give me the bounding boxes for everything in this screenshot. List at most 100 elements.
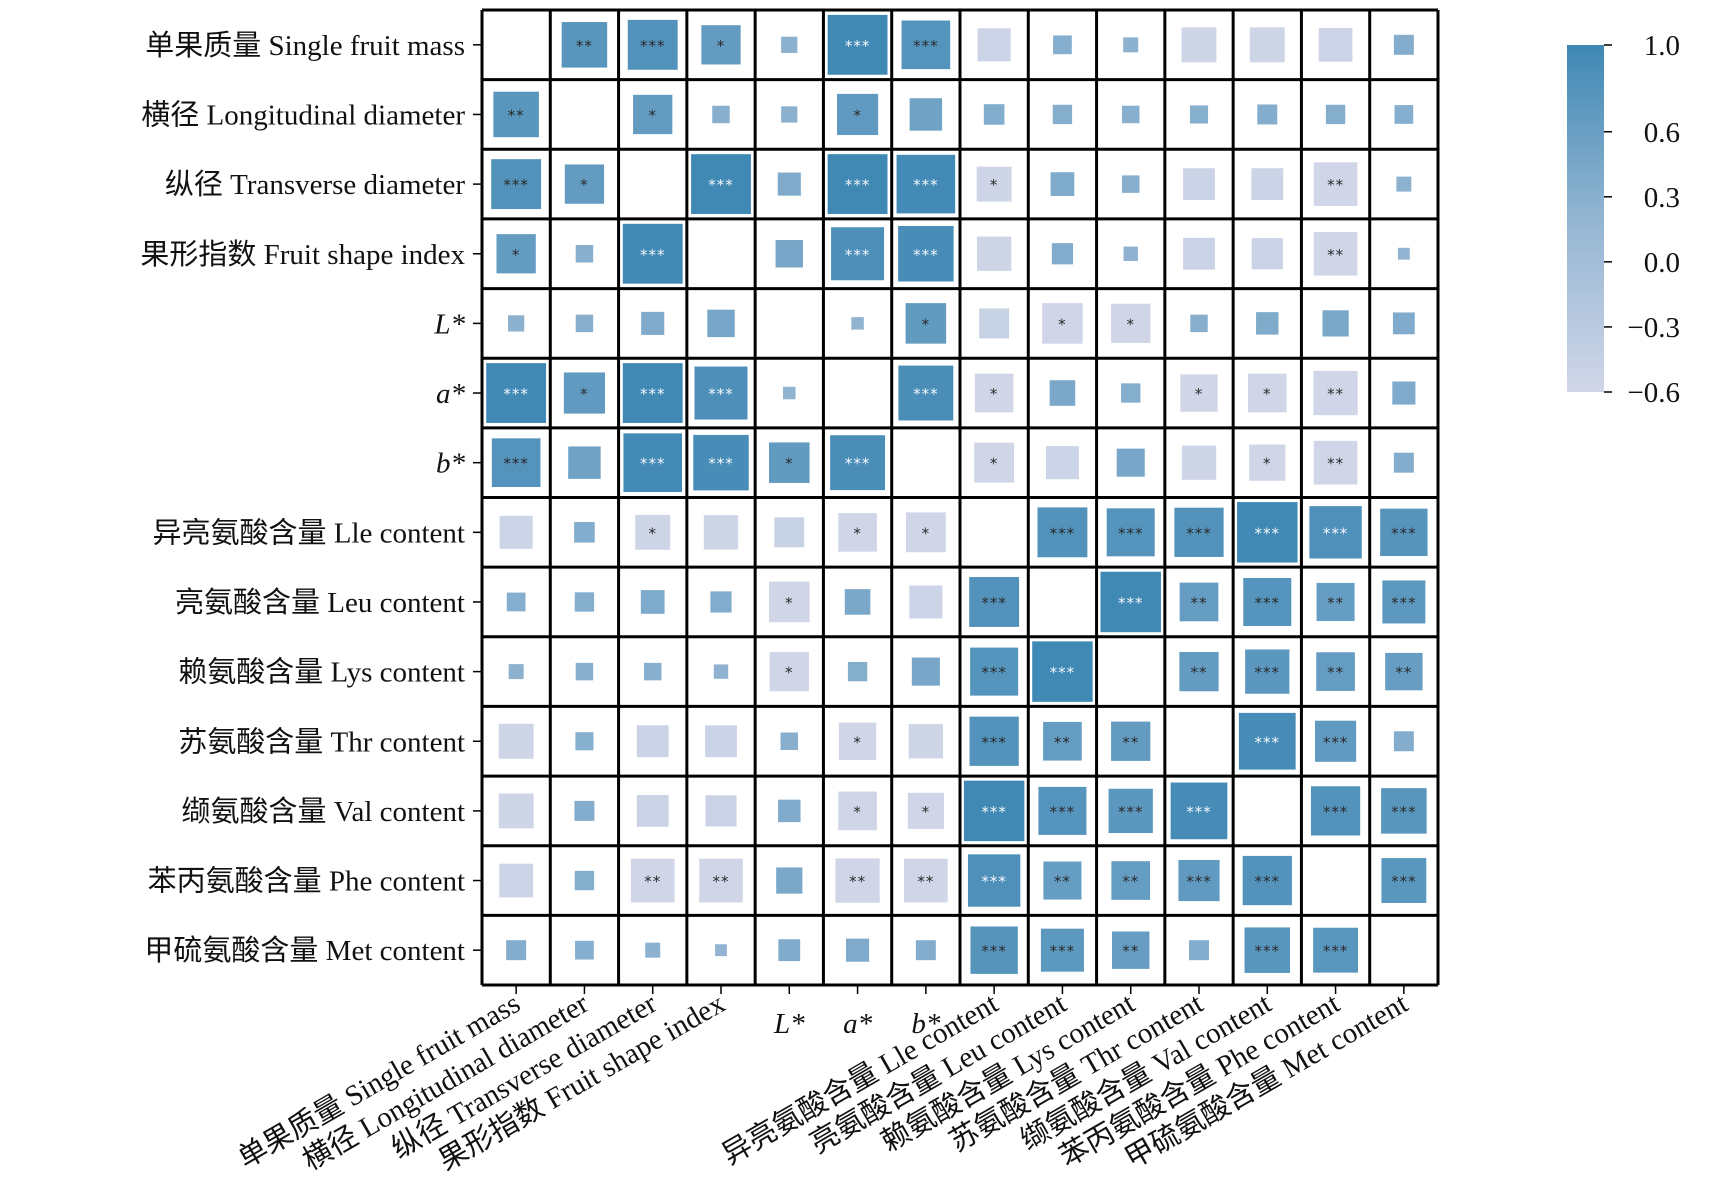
significance-label: *** (1255, 733, 1281, 751)
cell-marker (1391, 380, 1417, 406)
cell-marker (908, 584, 944, 620)
cell-marker (776, 171, 803, 197)
significance-label: ** (1054, 733, 1071, 751)
cell-marker (562, 371, 607, 415)
cell-bg (482, 10, 551, 80)
significance-label: *** (981, 942, 1007, 960)
significance-label: *** (1118, 803, 1144, 821)
cell-marker (573, 869, 596, 892)
cell-marker (492, 90, 541, 139)
significance-label: ** (1327, 594, 1344, 612)
cell-marker (713, 943, 729, 958)
colorbar-tick-label: 1.0 (1644, 30, 1680, 62)
significance-label: *** (845, 455, 871, 473)
cell-marker (1041, 720, 1083, 762)
cell-marker (968, 715, 1020, 768)
cell-marker (573, 799, 596, 823)
cell-marker (1173, 506, 1225, 559)
cell-bg (1301, 845, 1370, 916)
significance-label: *** (981, 594, 1007, 612)
cell-marker (1242, 576, 1293, 628)
cell-marker (1250, 167, 1285, 202)
cell-marker (560, 20, 609, 69)
cell-marker (968, 646, 1020, 697)
significance-label: *** (640, 37, 666, 55)
cell-marker (626, 18, 679, 71)
significance-label: *** (1050, 942, 1076, 960)
cell-marker (975, 165, 1013, 203)
significance-label: ** (576, 37, 593, 55)
significance-label: *** (1050, 803, 1076, 821)
y-tick-label: 亮氨酸含量 Leu content (175, 586, 465, 619)
cell-bg (755, 288, 824, 359)
significance-label: * (922, 315, 931, 333)
significance-label: *** (503, 455, 529, 473)
y-tick-label: 赖氨酸含量 Lys content (178, 656, 465, 689)
cell-marker (1250, 236, 1285, 271)
cell-marker (850, 315, 866, 331)
cell-marker (1248, 26, 1286, 64)
cell-marker (973, 372, 1015, 414)
cell-marker (622, 432, 684, 494)
cell-marker (1391, 311, 1416, 336)
cell-marker (485, 361, 548, 425)
significance-label: *** (913, 385, 939, 403)
cell-marker (1311, 926, 1360, 974)
cell-marker (834, 857, 881, 904)
cell-marker (1039, 927, 1086, 973)
significance-label: *** (640, 385, 666, 403)
cell-marker (634, 513, 672, 551)
cell-marker (837, 511, 879, 553)
cell-marker (1110, 930, 1151, 971)
cell-marker (1181, 236, 1217, 271)
significance-label: ** (1191, 594, 1208, 612)
cell-marker (1243, 926, 1292, 975)
significance-label: ** (1327, 176, 1344, 194)
significance-label: *** (1255, 524, 1281, 542)
cell-marker (563, 163, 606, 205)
significance-label: *** (708, 385, 734, 403)
colorbar-gradient (1567, 45, 1604, 392)
cell-marker (1379, 786, 1428, 835)
cell-marker (644, 941, 662, 959)
cell-bg (823, 358, 892, 428)
significance-label: *** (1391, 803, 1417, 821)
cell-marker (1120, 174, 1141, 195)
cell-marker (826, 152, 889, 216)
cell-marker (776, 798, 802, 824)
significance-label: * (785, 664, 794, 682)
significance-label: *** (1323, 733, 1349, 751)
significance-label: * (648, 524, 657, 542)
cell-marker (573, 591, 596, 613)
cell-marker (902, 857, 949, 904)
y-tick-label: 缬氨酸含量 Val content (181, 795, 465, 828)
cell-marker (1392, 730, 1416, 753)
cell-bg (1233, 776, 1302, 846)
significance-label: *** (913, 37, 939, 55)
significance-label: *** (1050, 664, 1076, 682)
cell-marker (1169, 781, 1229, 841)
significance-label: ** (1122, 733, 1139, 751)
significance-label: * (580, 176, 589, 194)
cell-marker (779, 35, 799, 55)
significance-label: * (1126, 315, 1135, 333)
y-tick-label: 苏氨酸含量 Thr content (178, 725, 465, 758)
cell-marker (505, 591, 527, 613)
cell-marker (1051, 103, 1074, 126)
cell-bg (1028, 567, 1097, 637)
cell-marker (835, 92, 880, 137)
cell-marker (1036, 506, 1089, 559)
cell-marker (635, 724, 670, 759)
cell-marker (837, 790, 879, 832)
cell-marker (692, 433, 750, 492)
cell-marker (779, 105, 799, 124)
cell-marker (1105, 507, 1156, 558)
cell-marker (1312, 439, 1359, 486)
cell-marker (1312, 369, 1359, 417)
significance-label: ** (1122, 873, 1139, 891)
significance-label: *** (1323, 803, 1349, 821)
y-tick-label: 果形指数 Fruit shape index (140, 238, 465, 271)
significance-label: ** (1327, 385, 1344, 403)
cell-marker (567, 445, 602, 481)
